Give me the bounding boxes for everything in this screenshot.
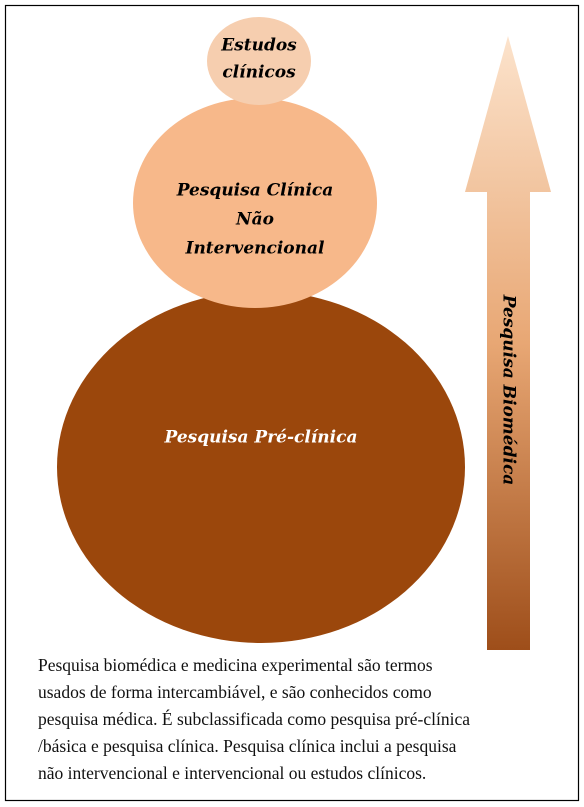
node-label: clínicos <box>222 63 296 83</box>
caption-line: Pesquisa biomédica e medicina experiment… <box>38 655 433 675</box>
arrow <box>465 36 551 650</box>
caption-line: pesquisa médica. É subclassificada como … <box>38 709 470 729</box>
node-ellipse <box>57 291 465 643</box>
caption-line: usados de forma intercambiável, e são co… <box>38 682 432 702</box>
caption-line: /básica e pesquisa clínica. Pesquisa clí… <box>38 736 457 756</box>
node-label: Não <box>235 210 274 230</box>
node-label: Intervencional <box>185 239 326 259</box>
node-label: Estudos <box>220 36 297 56</box>
node-label: Pesquisa Pré-clínica <box>164 428 358 448</box>
node-ellipse <box>133 98 377 308</box>
arrow-label: Pesquisa Biomédica <box>499 294 519 486</box>
caption-line: não intervencional e intervencional ou e… <box>38 763 426 783</box>
node-label: Pesquisa Clínica <box>176 181 334 201</box>
node-ellipse <box>207 17 311 105</box>
